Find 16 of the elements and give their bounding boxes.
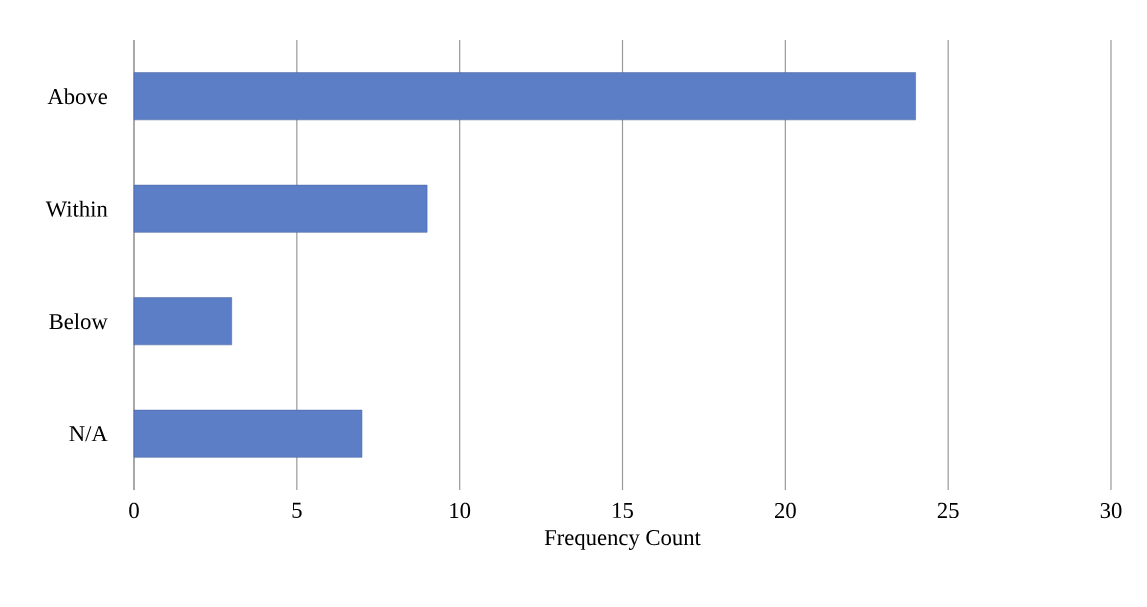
x-tick-label: 5 <box>292 502 302 518</box>
x-tick-label: 0 <box>129 502 139 519</box>
bar <box>133 72 916 121</box>
x-tick-label: 20 <box>775 502 796 519</box>
y-tick-label: Within <box>45 200 108 217</box>
x-tick-label: 10 <box>450 502 471 519</box>
x-axis-title: Frequency Count <box>544 529 701 550</box>
x-tick-label: 25 <box>937 502 959 519</box>
bar <box>133 297 232 346</box>
x-tick-label: 30 <box>1100 502 1122 519</box>
x-tick-label: 15 <box>613 502 633 519</box>
y-tick-label: Below <box>49 313 108 330</box>
bar <box>133 184 428 233</box>
y-tick-label: Above <box>47 88 108 105</box>
y-tick-label: N/A <box>69 426 108 442</box>
bar <box>133 409 363 458</box>
